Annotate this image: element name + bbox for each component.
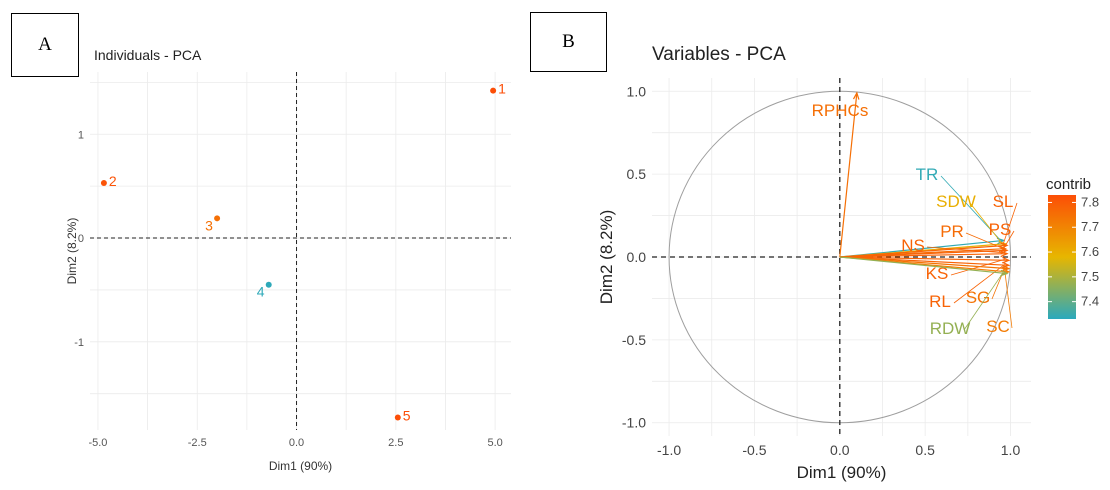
b-vector-label-tr: TR <box>916 165 939 184</box>
a-point-5 <box>394 414 401 421</box>
b-xtick-label: 0.0 <box>830 442 850 458</box>
a-ytick-label: 1 <box>78 129 84 141</box>
a-xtick-label: 5.0 <box>487 437 502 449</box>
a-point-3 <box>214 215 221 222</box>
b-chart-title: Variables - PCA <box>652 44 786 65</box>
b-x-axis-label: Dim1 (90%) <box>797 463 887 482</box>
a-ytick-label: -1 <box>74 337 84 349</box>
b-y-axis-label: Dim2 (8.2%) <box>597 210 616 304</box>
a-point-label-3: 3 <box>205 217 213 233</box>
b-label-leader <box>1002 202 1018 245</box>
b-vector-label-rphcs: RPHCs <box>812 101 869 120</box>
b-ytick-label: 0.5 <box>627 166 647 182</box>
b-ytick-label: -0.5 <box>622 332 646 348</box>
b-vector-label-ks: KS <box>926 264 949 283</box>
b-label-leader <box>926 246 1004 254</box>
a-point-label-2: 2 <box>109 173 117 189</box>
b-label-leader <box>965 232 1002 249</box>
b-vector-label-sg: SG <box>966 288 991 307</box>
b-label-leader <box>1004 270 1013 329</box>
b-vector-arrowhead <box>1000 269 1009 277</box>
a-point-2 <box>100 180 107 187</box>
b-label-leader <box>963 272 1004 331</box>
b-vector-label-pr: PR <box>940 222 964 241</box>
b-xtick-label: -0.5 <box>742 442 766 458</box>
b-label-leader <box>969 202 1002 243</box>
b-legend-tick-label: 7.4 <box>1081 294 1099 309</box>
b-vector-arrowhead <box>852 91 860 100</box>
b-legend-tick-label: 7.5 <box>1081 269 1099 284</box>
a-point-label-4: 4 <box>257 284 265 300</box>
b-ytick-label: -1.0 <box>622 415 646 431</box>
a-xtick-label: 2.5 <box>388 437 403 449</box>
a-point-label-1: 1 <box>498 81 506 97</box>
b-vector-label-sl: SL <box>993 192 1014 211</box>
b-label-leader <box>1002 230 1015 250</box>
b-label-leader <box>950 258 1005 276</box>
b-vector-label-rl: RL <box>929 292 951 311</box>
panel-a-label: A <box>11 13 79 77</box>
b-legend-colorbar <box>1048 195 1076 319</box>
a-point-1 <box>490 87 497 94</box>
b-vector-arrowhead <box>1002 256 1011 264</box>
b-vector-label-ps: PS <box>989 220 1012 239</box>
b-vector-label-ns: NS <box>901 236 925 255</box>
b-ytick-label: 1.0 <box>627 83 647 99</box>
b-vector-ns <box>839 253 1008 258</box>
b-legend-tick-label: 7.7 <box>1081 219 1099 234</box>
b-xtick-label: -1.0 <box>657 442 681 458</box>
b-legend-tick-label: 7.6 <box>1081 244 1099 259</box>
a-y-axis-label: Dim2 (8.2%) <box>65 218 79 285</box>
a-point-4 <box>265 281 272 288</box>
b-vector-ks <box>839 256 1009 261</box>
b-ytick-label: 0.0 <box>627 249 647 265</box>
a-chart-title: Individuals - PCA <box>94 47 202 63</box>
b-xtick-label: 1.0 <box>1001 442 1021 458</box>
b-vector-rdw <box>839 256 1008 275</box>
b-vector-rphcs <box>839 92 858 258</box>
b-xtick-label: 0.5 <box>915 442 935 458</box>
b-label-leader <box>940 175 1000 240</box>
a-xtick-label: -2.5 <box>188 437 207 449</box>
b-vector-label-rdw: RDW <box>930 319 971 338</box>
a-xtick-label: -5.0 <box>88 437 107 449</box>
b-legend-title: contrib <box>1046 176 1091 193</box>
individuals-pca-chart: Individuals - PCA -5.0 -2.5 0.0 2.5 5.0 1 0 -1 Di… <box>65 47 511 473</box>
a-point-label-5: 5 <box>403 408 411 424</box>
b-vector-label-sc: SC <box>986 317 1010 336</box>
b-vector-label-sdw: SDW <box>936 192 976 211</box>
panel-b-label: B <box>530 12 607 72</box>
a-xtick-label: 0.0 <box>289 437 304 449</box>
a-x-axis-label: Dim1 (90%) <box>269 459 332 473</box>
a-ytick-label: 0 <box>78 233 84 245</box>
b-legend-tick-label: 7.8 <box>1081 194 1099 209</box>
b-vector-arrowhead <box>1000 250 1009 258</box>
